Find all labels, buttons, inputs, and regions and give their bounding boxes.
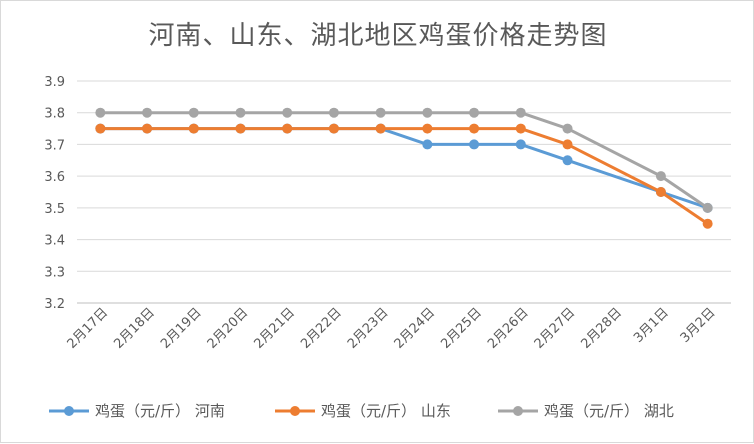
data-point [422,107,433,118]
y-tick-label: 3.3 [44,265,65,280]
x-tick-label: 3月2日 [678,305,719,346]
data-point [702,218,713,229]
series-lines [95,107,713,229]
y-tick-label: 3.8 [44,107,65,122]
data-point [235,107,246,118]
x-tick-label: 2月25日 [438,305,485,352]
x-tick-label: 2月20日 [205,305,252,352]
legend-label: 鸡蛋（元/斤） 山东 [321,402,451,420]
x-tick-label: 3月1日 [631,305,672,346]
x-tick-label: 2月28日 [578,305,625,352]
data-point [655,187,666,197]
y-tick-label: 3.2 [44,297,65,312]
series-2 [95,123,713,229]
data-point [328,107,339,118]
data-point [282,107,293,118]
gridlines [77,80,731,304]
x-tick-label: 2月19日 [158,305,205,352]
data-point [562,139,573,150]
data-point [702,202,713,213]
x-tick-label: 2月27日 [532,305,579,352]
legend-label: 鸡蛋（元/斤） 湖北 [544,402,674,420]
x-tick-label: 2月18日 [111,305,158,352]
data-point [142,107,153,118]
data-point [375,107,386,118]
data-point [188,107,199,118]
y-tick-label: 3.5 [44,202,65,217]
data-point [375,123,386,134]
data-point [515,107,526,118]
data-point [515,139,526,150]
y-tick-label: 3.9 [44,75,65,90]
data-point [235,123,246,134]
data-point [142,123,153,134]
data-point [515,123,526,134]
y-tick-label: 3.6 [44,170,65,185]
legend: 鸡蛋（元/斤） 河南 鸡蛋（元/斤） 山东 鸡蛋（元/斤） 湖北 [49,402,674,420]
data-point [469,123,480,134]
x-tick-label: 2月26日 [485,305,532,352]
data-point [422,123,433,134]
data-point [562,155,573,166]
y-axis-ticks: 3.2 3.3 3.4 3.5 3.6 3.7 3.8 3.9 [44,75,65,312]
x-tick-label: 2月21日 [251,305,298,352]
chart-title: 河南、山东、湖北地区鸡蛋价格走势图 [148,21,608,51]
data-point [95,107,106,118]
legend-swatch-marker [64,406,74,416]
series-1 [95,123,713,213]
data-point [95,123,106,134]
legend-swatch-marker [513,406,523,416]
x-tick-label: 2月22日 [298,305,345,352]
y-tick-label: 3.7 [44,138,65,153]
data-point [328,123,339,134]
x-tick-label: 2月23日 [345,305,392,352]
legend-item: 鸡蛋（元/斤） 山东 [275,402,451,420]
data-point [469,139,480,150]
data-point [188,123,199,134]
legend-swatch-marker [290,406,300,416]
data-point [655,171,666,182]
data-point [422,139,433,150]
x-tick-label: 2月24日 [392,305,439,352]
legend-item: 鸡蛋（元/斤） 河南 [49,402,225,420]
legend-label: 鸡蛋（元/斤） 河南 [95,402,225,420]
x-tick-label: 2月17日 [65,305,112,352]
data-point [282,123,293,134]
series-3 [95,107,713,213]
data-point [469,107,480,118]
y-tick-label: 3.4 [44,234,65,249]
legend-item: 鸡蛋（元/斤） 湖北 [498,402,674,420]
data-point [562,123,573,134]
x-axis-ticks: 2月17日 2月18日 2月19日 2月20日 2月21日 2月22日 2月23日 2月24日… [65,305,719,352]
